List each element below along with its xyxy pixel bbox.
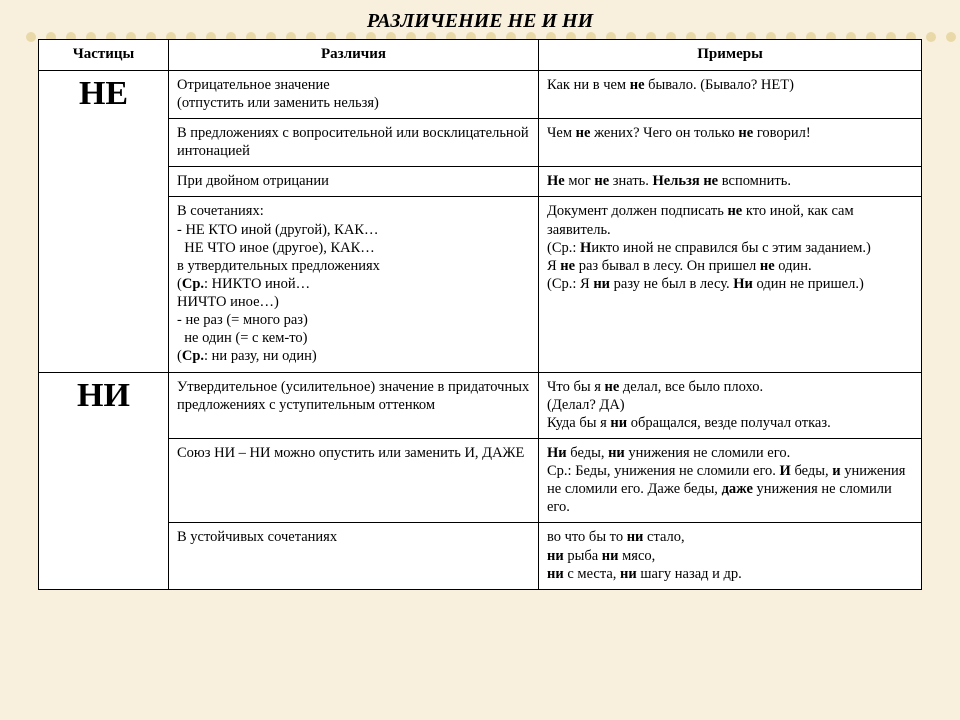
ne-row-1: НЕ Отрицательное значение(отпустить или … (39, 70, 922, 118)
ni-diff-2: В устойчивых сочетаниях (169, 523, 539, 589)
col-differences: Различия (169, 40, 539, 71)
table-header-row: Частицы Различия Примеры (39, 40, 922, 71)
ne-ex-3: Документ должен подписать не кто иной, к… (539, 197, 922, 372)
page-title: РАЗЛИЧЕНИЕ НЕ И НИ (38, 10, 922, 33)
ne-diff-1: В предложениях с вопросительной или воск… (169, 119, 539, 167)
ni-ex-2: во что бы то ни стало,ни рыба ни мясо,ни… (539, 523, 922, 589)
particle-ne: НЕ (39, 70, 169, 372)
col-particles: Частицы (39, 40, 169, 71)
ne-diff-2: При двойном отрицании (169, 167, 539, 197)
ni-row-1: НИ Утвердительное (усилительное) значени… (39, 372, 922, 438)
ne-row-4: В сочетаниях:- НЕ КТО иной (другой), КАК… (39, 197, 922, 372)
ni-diff-1: Союз НИ – НИ можно опустить или заменить… (169, 438, 539, 523)
ni-ex-0: Что бы я не делал, все было плохо.(Делал… (539, 372, 922, 438)
page: РАЗЛИЧЕНИЕ НЕ И НИ Частицы Различия Прим… (0, 0, 960, 720)
col-examples: Примеры (539, 40, 922, 71)
ne-ex-1: Чем не жених? Чего он только не говорил! (539, 119, 922, 167)
ni-row-3: В устойчивых сочетаниях во что бы то ни … (39, 523, 922, 589)
particle-ni: НИ (39, 372, 169, 589)
ni-ex-1: Ни беды, ни унижения не сломили его.Ср.:… (539, 438, 922, 523)
ne-ex-2: Не мог не знать. Нельзя не вспомнить. (539, 167, 922, 197)
ne-diff-3: В сочетаниях:- НЕ КТО иной (другой), КАК… (169, 197, 539, 372)
ne-diff-0: Отрицательное значение(отпустить или зам… (169, 70, 539, 118)
rules-table: Частицы Различия Примеры НЕ Отрицательно… (38, 39, 922, 590)
ni-row-2: Союз НИ – НИ можно опустить или заменить… (39, 438, 922, 523)
ne-row-2: В предложениях с вопросительной или воск… (39, 119, 922, 167)
ne-row-3: При двойном отрицании Не мог не знать. Н… (39, 167, 922, 197)
ne-ex-0: Как ни в чем не бывало. (Бывало? НЕТ) (539, 70, 922, 118)
ni-diff-0: Утвердительное (усилительное) значение в… (169, 372, 539, 438)
